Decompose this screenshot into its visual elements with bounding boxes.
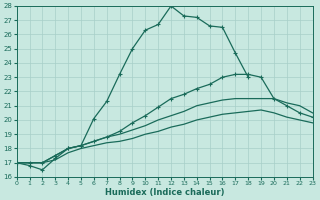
X-axis label: Humidex (Indice chaleur): Humidex (Indice chaleur) <box>105 188 224 197</box>
